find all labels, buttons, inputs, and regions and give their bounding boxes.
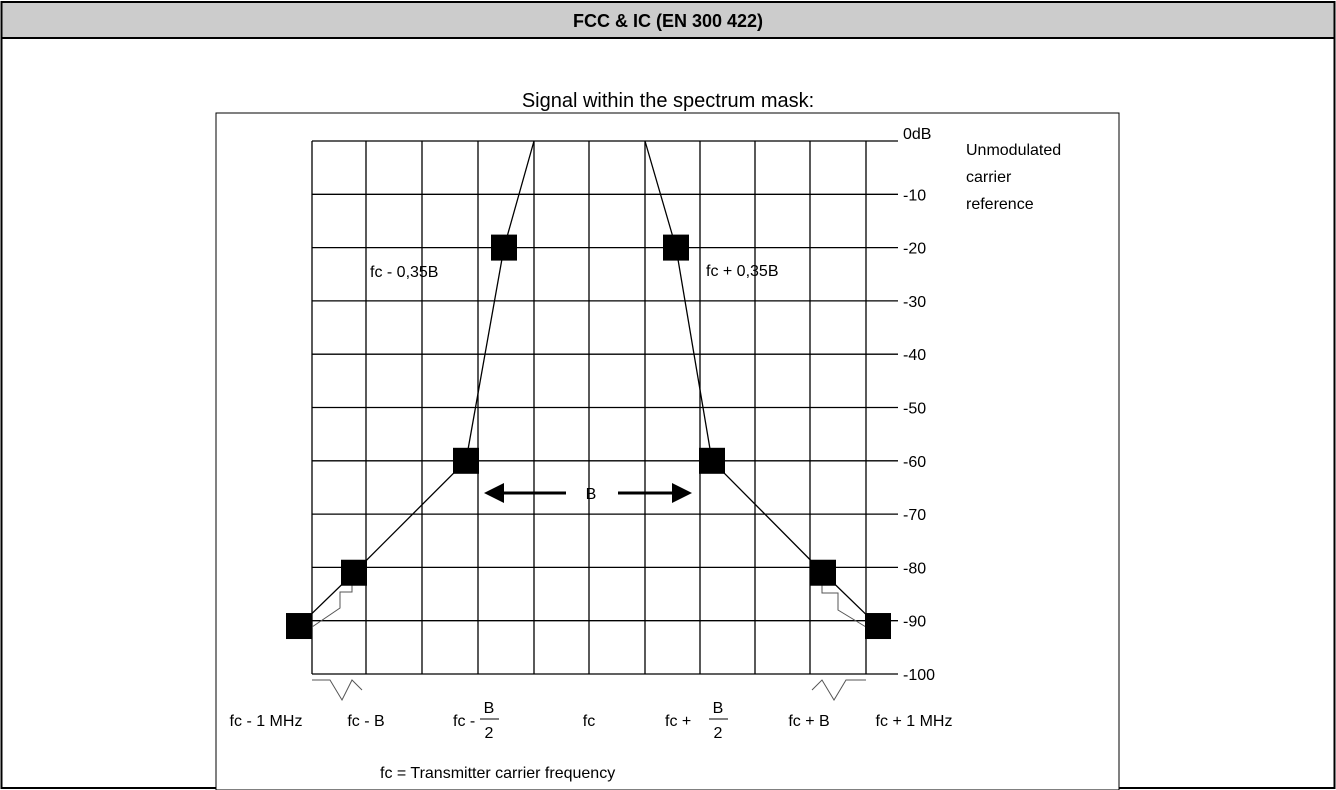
arrow-left-icon [484, 483, 504, 503]
x-label-fc-plus-prefix: fc + [665, 713, 691, 730]
marker-0 [286, 613, 312, 640]
x-label-half-b-num-left: B [484, 700, 495, 717]
arrow-right-icon [672, 483, 692, 503]
header-bar [0, 1, 1336, 39]
chart-ticks: 0dB -10 -20 -30 -40 -50 -60 -70 -80 -90 -100 [903, 126, 935, 684]
y-tick-label-9: -90 [903, 614, 926, 631]
y-tick-label-5: -50 [903, 401, 926, 418]
x-axis-labels: fc - 1 MHz fc - B fc - B 2 fc fc + B 2 f… [230, 700, 953, 742]
x-label-fc: fc [583, 713, 595, 730]
carrier-note-2: carrier [966, 169, 1012, 186]
y-tick-label-2: -20 [903, 241, 926, 258]
y-tick-label-8: -80 [903, 560, 926, 577]
x-label-fc-minus-b: fc - B [347, 713, 384, 730]
marker-6 [810, 559, 836, 586]
marker-1 [341, 559, 367, 586]
x-label-half-b-den-left: 2 [485, 725, 494, 742]
x-label-fc-minus-1mhz: fc - 1 MHz [230, 713, 303, 730]
bandwidth-arrow: B [484, 483, 692, 503]
chart-markers [286, 234, 891, 640]
carrier-note-1: Unmodulated [966, 142, 1061, 159]
break-mark-left [312, 679, 363, 702]
figure-box [215, 112, 1120, 790]
marker-4 [663, 234, 689, 261]
x-label-fc-minus-prefix: fc - [453, 713, 475, 730]
marker-5 [699, 447, 725, 474]
carrier-note-3: reference [966, 196, 1034, 213]
mask-label-left: fc - 0,35B [370, 264, 438, 281]
y-tick-label-0: 0dB [903, 126, 931, 143]
x-label-fc-plus-b: fc + B [788, 713, 829, 730]
marker-7 [865, 613, 891, 640]
y-tick-label-7: -70 [903, 507, 926, 524]
y-tick-label-4: -40 [903, 347, 926, 364]
break-mark-right [811, 679, 866, 701]
x-label-half-b-den-right: 2 [714, 725, 723, 742]
bandwidth-label: B [586, 486, 597, 503]
figure-footnote: fc = Transmitter carrier frequency [380, 765, 615, 782]
y-tick-label-10: -100 [903, 667, 935, 684]
y-tick-label-1: -10 [903, 187, 926, 204]
x-label-fc-plus-1mhz: fc + 1 MHz [876, 713, 953, 730]
y-tick-label-3: -30 [903, 294, 926, 311]
figure-caption: Signal within the spectrum mask: [522, 90, 814, 112]
y-tick-label-6: -60 [903, 454, 926, 471]
mask-label-right: fc + 0,35B [706, 263, 779, 280]
marker-3 [491, 234, 517, 261]
chart-grid [311, 140, 898, 675]
x-label-half-b-num-right: B [713, 700, 724, 717]
header-title: FCC & IC (EN 300 422) [573, 11, 763, 31]
marker-2 [453, 447, 479, 474]
